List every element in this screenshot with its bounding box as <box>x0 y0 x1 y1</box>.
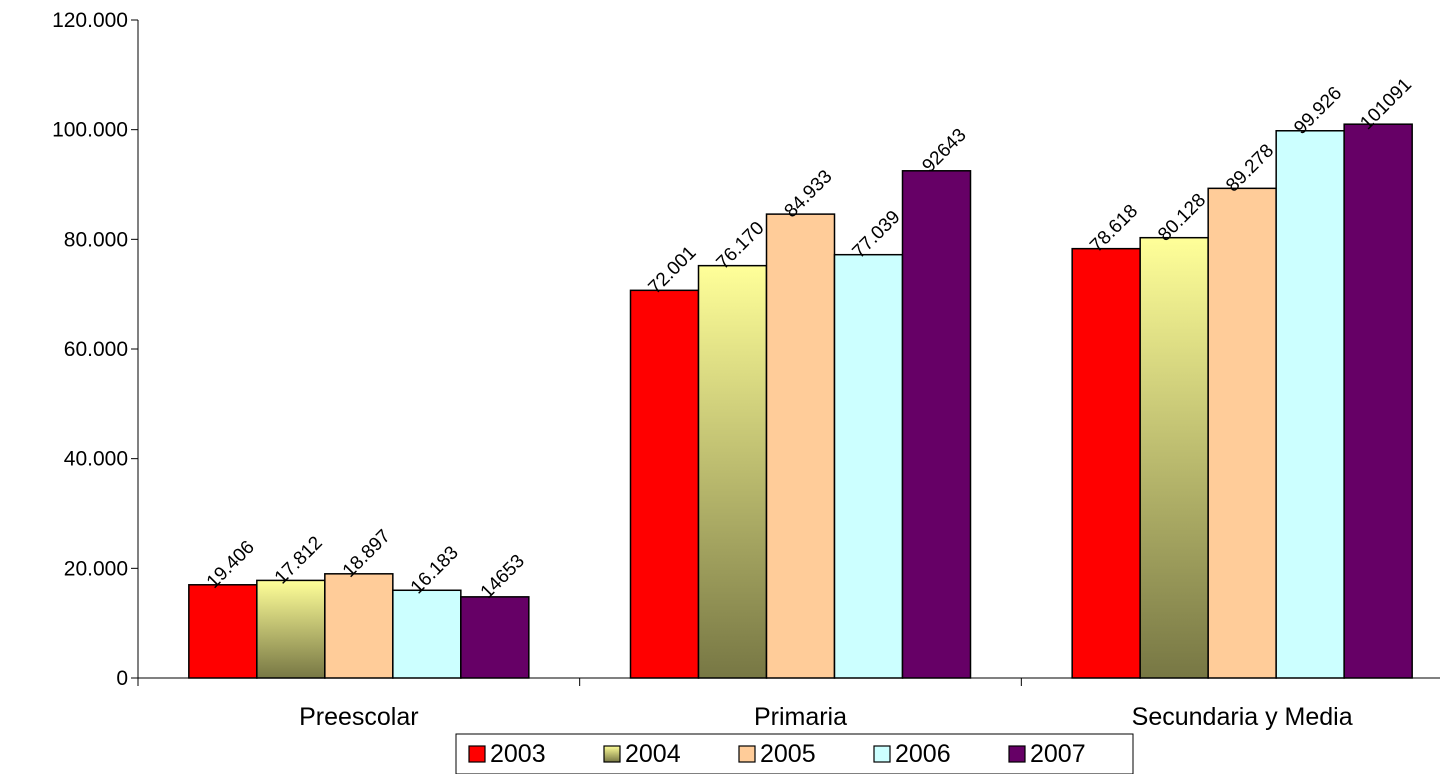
bar-2003-0 <box>188 584 258 679</box>
data-label-bg <box>634 238 695 285</box>
data-label-bg <box>1144 185 1205 232</box>
data-label-bg <box>702 213 763 260</box>
category-label: Preescolar <box>299 703 419 731</box>
legend-swatch-2004 <box>603 745 621 763</box>
legend-swatch-2003 <box>468 745 486 763</box>
data-label-bg <box>770 162 831 209</box>
legend-label-2005: 2005 <box>760 740 816 768</box>
bar-2006-0 <box>392 589 462 679</box>
legend-box <box>455 733 1134 774</box>
legend-swatch-2006 <box>873 745 891 763</box>
y-tick-label: 40.000 <box>64 448 128 471</box>
bars <box>188 123 1413 679</box>
data-label-bg <box>192 532 253 579</box>
data-label-bg <box>1348 72 1409 119</box>
axes: 0 20.000 40.000 60.000 80.000 100.000 120.000 P… <box>52 9 1440 731</box>
data-label-bg <box>1076 196 1137 243</box>
data-label-bg <box>328 521 389 568</box>
data-label-bg <box>838 202 899 249</box>
bar-2005-0 <box>324 573 394 679</box>
legend-label-2003: 2003 <box>490 740 546 768</box>
data-label-bg <box>1212 136 1273 183</box>
data-label-bg <box>396 538 457 585</box>
data-label-bg <box>464 544 525 591</box>
legend: 2003 2004 2005 2006 2007 <box>455 733 1134 774</box>
y-tick-label: 20.000 <box>64 557 128 580</box>
bar-2007-2 <box>1343 123 1413 679</box>
legend-label-2007: 2007 <box>1030 740 1086 768</box>
data-label-bg <box>906 118 967 165</box>
data-label-bg <box>260 528 321 575</box>
bar-2006-2 <box>1275 130 1345 679</box>
y-tick-label: 60.000 <box>64 338 128 361</box>
y-tick-label: 80.000 <box>64 228 128 251</box>
bar-2007-1 <box>901 170 972 679</box>
bar-2005-2 <box>1207 187 1277 679</box>
data-label-bg <box>1280 78 1341 125</box>
y-tick-label: 120.000 <box>52 9 128 32</box>
y-tick-label: 100.000 <box>52 119 128 142</box>
bar-2004-2 <box>1139 236 1209 679</box>
bar-2004-0 <box>256 579 326 679</box>
bar-2005-1 <box>765 213 836 679</box>
bar-2003-1 <box>629 289 700 679</box>
y-tick-label: 0 <box>116 667 128 690</box>
legend-label-2006: 2006 <box>895 740 951 768</box>
bar-2004-1 <box>697 264 768 679</box>
legend-swatch-2005 <box>738 745 756 763</box>
legend-swatch-2007 <box>1008 745 1026 763</box>
category-label: Primaria <box>754 703 847 731</box>
legend-label-2004: 2004 <box>625 740 681 768</box>
category-label: Secundaria y Media <box>1132 703 1353 731</box>
bar-2006-1 <box>833 253 904 679</box>
bar-2007-0 <box>460 596 530 679</box>
bar-2003-2 <box>1071 247 1141 679</box>
